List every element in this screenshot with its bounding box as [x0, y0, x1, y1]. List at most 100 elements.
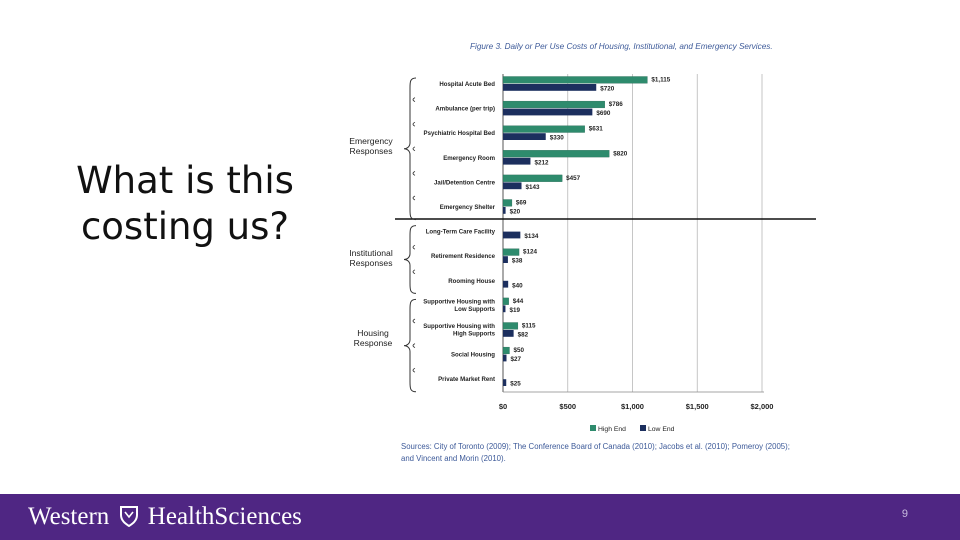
- bar-low-end: [503, 182, 522, 190]
- data-label-high: $50: [513, 347, 524, 354]
- data-label-high: $44: [513, 298, 524, 305]
- brace-divider: [412, 171, 416, 176]
- data-label-low: $40: [512, 282, 523, 289]
- cost-chart: Figure 3. Daily or Per Use Costs of Hous…: [349, 42, 816, 463]
- x-tick-label: $500: [559, 402, 576, 411]
- group-label: Responses: [350, 146, 393, 156]
- brand-western: Western: [28, 503, 110, 530]
- bar-high-end: [502, 297, 509, 305]
- brace-divider: [412, 195, 416, 201]
- group-label: Institutional: [349, 248, 393, 258]
- bar-low-end: [503, 354, 507, 362]
- group-brace: [403, 298, 417, 393]
- data-label-low: $143: [526, 184, 541, 191]
- footer-bar: Western HealthSciences 9: [0, 494, 960, 540]
- bar-low-end: [503, 280, 509, 288]
- source-note-line-1: Sources: City of Toronto (2009); The Con…: [401, 442, 790, 451]
- bar-low-end: [503, 379, 507, 386]
- group-label: Emergency: [349, 136, 393, 146]
- crest-icon: [119, 506, 138, 528]
- category-label: Emergency Shelter: [440, 204, 496, 211]
- legend-label-low: Low End: [648, 426, 675, 433]
- category-label: Hospital Acute Bed: [439, 81, 495, 88]
- bar-high-end: [502, 150, 610, 158]
- bar-high-end: [502, 76, 648, 84]
- bar-low-end: [503, 84, 597, 91]
- bar-high-end: [502, 346, 510, 355]
- brace-divider: [412, 146, 416, 152]
- brace-divider: [412, 318, 416, 324]
- data-label-low: $27: [510, 356, 521, 363]
- data-label-high: $115: [522, 323, 536, 330]
- bar-high-end: [502, 322, 519, 330]
- group-brace: [403, 225, 417, 294]
- bar-low-end: [503, 231, 521, 239]
- legend-swatch-low: [640, 425, 646, 431]
- slide-title: What is this costing us?: [60, 158, 310, 250]
- brace-divider: [412, 244, 416, 250]
- category-label: Social Housing: [451, 352, 495, 359]
- bar-low-end: [503, 157, 531, 165]
- data-label-high: $820: [613, 150, 628, 157]
- data-label-low: $134: [524, 233, 539, 240]
- category-label: Supportive Housing with: [423, 298, 495, 305]
- data-label-low: $690: [596, 110, 611, 117]
- bar-high-end: [502, 199, 513, 207]
- category-label: Rooming House: [448, 278, 495, 285]
- category-label: Emergency Room: [443, 155, 495, 162]
- page-number: 9: [901, 508, 908, 520]
- bar-low-end: [503, 305, 506, 313]
- x-tick-label: $0: [499, 402, 507, 411]
- category-label: Psychiatric Hospital Bed: [424, 130, 496, 137]
- category-label: Private Market Rent: [438, 376, 495, 383]
- category-label: Low Supports: [454, 306, 495, 313]
- chart-title: Figure 3. Daily or Per Use Costs of Hous…: [470, 42, 773, 51]
- category-label: Supportive Housing with: [423, 323, 495, 330]
- brace-divider: [412, 121, 416, 127]
- western-health-sciences-logo: Western HealthSciences: [28, 499, 302, 535]
- bar-low-end: [503, 108, 593, 116]
- data-label-high: $124: [523, 249, 538, 256]
- category-label: Retirement Residence: [431, 253, 496, 260]
- category-label: Jail/Detention Centre: [434, 179, 496, 186]
- group-label: Housing: [357, 328, 389, 338]
- bar-low-end: [503, 256, 508, 263]
- brace-divider: [412, 269, 416, 275]
- x-tick-label: $1,000: [621, 402, 644, 411]
- data-label-low: $25: [510, 381, 521, 388]
- brace-divider: [412, 367, 416, 373]
- data-label-low: $330: [550, 135, 565, 142]
- data-label-low: $20: [510, 209, 521, 216]
- x-tick-label: $2,000: [751, 402, 774, 411]
- group-label: Response: [354, 338, 393, 348]
- brace-divider: [412, 97, 416, 102]
- bar-low-end: [503, 330, 514, 337]
- title-line-2: costing us?: [80, 205, 290, 248]
- legend-swatch-high: [590, 425, 596, 431]
- title-line-1: What is this: [76, 159, 294, 202]
- data-label-low: $720: [600, 86, 615, 93]
- legend-label-high: High End: [598, 426, 626, 433]
- bar-low-end: [503, 133, 546, 140]
- brace-divider: [412, 343, 416, 348]
- data-label-low: $38: [512, 258, 523, 265]
- data-label-low: $212: [534, 159, 549, 166]
- data-label-high: $69: [516, 200, 527, 207]
- bar-high-end: [502, 125, 585, 133]
- bar-high-end: [502, 100, 605, 109]
- bar-high-end: [502, 174, 563, 182]
- category-label: High Supports: [453, 331, 496, 338]
- group-label: Responses: [350, 258, 393, 268]
- brand-health-sciences: HealthSciences: [147, 503, 302, 530]
- bar-high-end: [502, 248, 520, 256]
- data-label-high: $631: [589, 126, 604, 133]
- data-label-low: $82: [518, 332, 529, 339]
- category-label: Long-Term Care Facility: [426, 229, 496, 236]
- bar-low-end: [503, 207, 506, 214]
- data-label-high: $457: [566, 175, 581, 182]
- category-label: Ambulance (per trip): [435, 106, 495, 113]
- group-brace: [403, 77, 417, 221]
- data-label-high: $786: [609, 101, 624, 108]
- data-label-low: $19: [509, 307, 520, 314]
